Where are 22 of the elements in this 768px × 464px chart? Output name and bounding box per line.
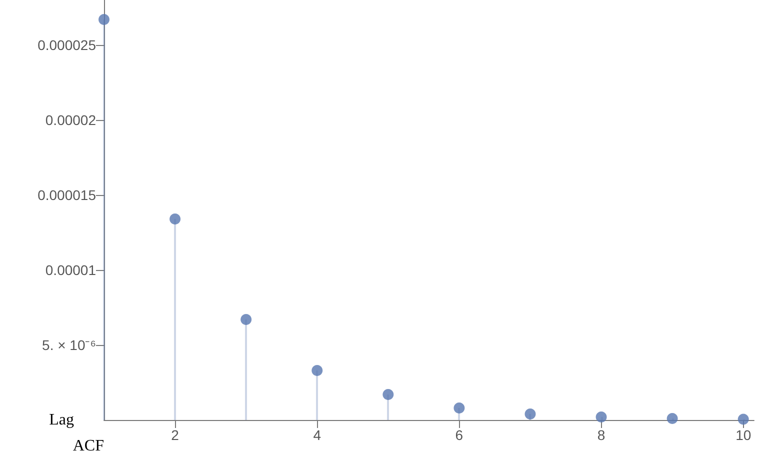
point: [312, 365, 323, 376]
y-tick-label: 5. × 10⁻⁶: [42, 337, 96, 353]
point: [666, 413, 678, 424]
y-axis-title: ACF: [72, 438, 104, 454]
x-tick-label: 4: [313, 427, 322, 443]
x-tick-label: 8: [597, 427, 606, 443]
point: [596, 412, 607, 422]
y-tick-label: 0.00001: [45, 262, 96, 278]
x-tick-label: 10: [736, 427, 752, 443]
point: [524, 408, 536, 420]
point: [454, 402, 465, 414]
y-tick-label: 0.00002: [45, 112, 96, 128]
point: [738, 414, 749, 425]
x-axis-title: Lag: [49, 412, 74, 428]
point: [98, 14, 110, 25]
y-tick-label: 0.000015: [38, 187, 96, 203]
point: [240, 314, 252, 325]
x-tick-label: 6: [455, 427, 464, 443]
point: [382, 389, 394, 400]
y-tick-label: 0.000025: [38, 37, 96, 53]
point: [170, 214, 181, 224]
x-tick-label: 2: [171, 427, 180, 443]
